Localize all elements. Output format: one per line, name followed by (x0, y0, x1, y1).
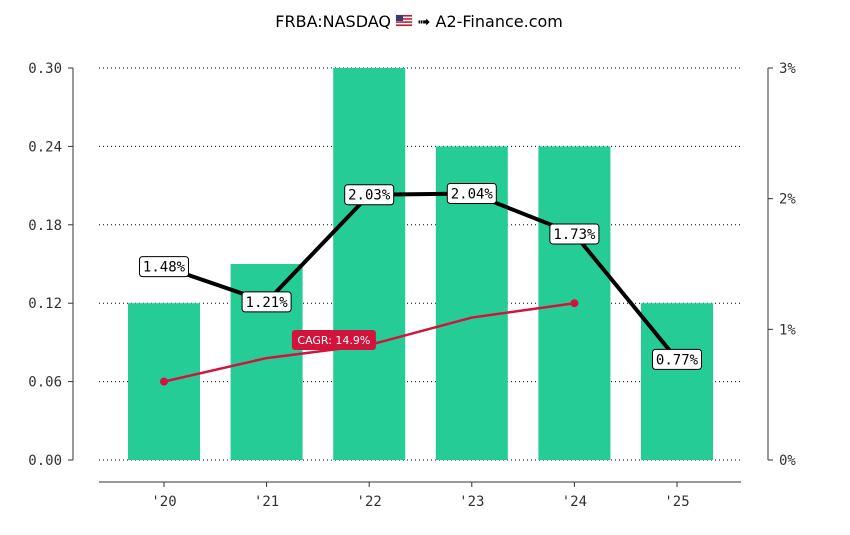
left-tick-label: 0.24 (28, 139, 62, 155)
left-tick-label: 0.06 (28, 375, 62, 391)
yield-label-box (652, 348, 702, 370)
yield-data-label: 1.21% (246, 295, 289, 311)
x-tick-label: '20 (151, 494, 176, 510)
yield-data-label: 0.77% (656, 352, 699, 368)
yield-data-label: 1.73% (553, 227, 596, 243)
yield-label-box (344, 184, 395, 206)
left-tick-label: 0.18 (28, 218, 62, 234)
x-tick-label: '21 (254, 494, 279, 510)
cagr-start-point (160, 377, 168, 386)
right-tick-label: 0% (779, 453, 796, 469)
x-tick-label: '25 (664, 494, 689, 510)
cagr-label: CAGR: 14.9% (297, 334, 370, 347)
left-tick-label: 0.30 (28, 61, 62, 77)
x-tick-label: '22 (357, 494, 382, 510)
x-tick-label: '24 (562, 494, 587, 510)
yield-label-box (446, 182, 497, 204)
yield-label-box (139, 256, 189, 278)
yield-series: 1.48% 1.21% 2.03% 2.04% 1.73% 0.77% (139, 182, 702, 370)
yield-data-label: 2.03% (348, 188, 391, 204)
left-tick-label: 0.12 (28, 296, 62, 312)
us-flag-icon (395, 14, 413, 27)
yield-data-label: 1.48% (143, 260, 186, 276)
axes: 0.00 0.06 0.12 0.18 0.24 0.30 0% 1% 2% 3% '20 '21 '2… (28, 61, 796, 510)
bars (128, 68, 713, 460)
x-tick-label: '23 (459, 494, 484, 510)
yield-label-box (549, 223, 600, 245)
cagr-end-point (570, 299, 579, 308)
cagr-badge (291, 330, 376, 350)
cagr-series: CAGR: 14.9% (160, 299, 579, 386)
chart-title: FRBA:NASDAQ (275, 12, 391, 31)
right-tick-label: 2% (779, 192, 796, 208)
left-tick-label: 0.00 (28, 453, 62, 469)
chart-title-group: FRBA:NASDAQ ➟ A2-Finance.com (275, 12, 563, 31)
bar (333, 68, 406, 460)
yield-label-box (241, 291, 292, 313)
right-tick-label: 1% (779, 322, 796, 338)
chart-source: ➟ A2-Finance.com (417, 12, 563, 31)
yield-data-label: 2.04% (451, 186, 494, 202)
right-tick-label: 3% (779, 61, 796, 77)
